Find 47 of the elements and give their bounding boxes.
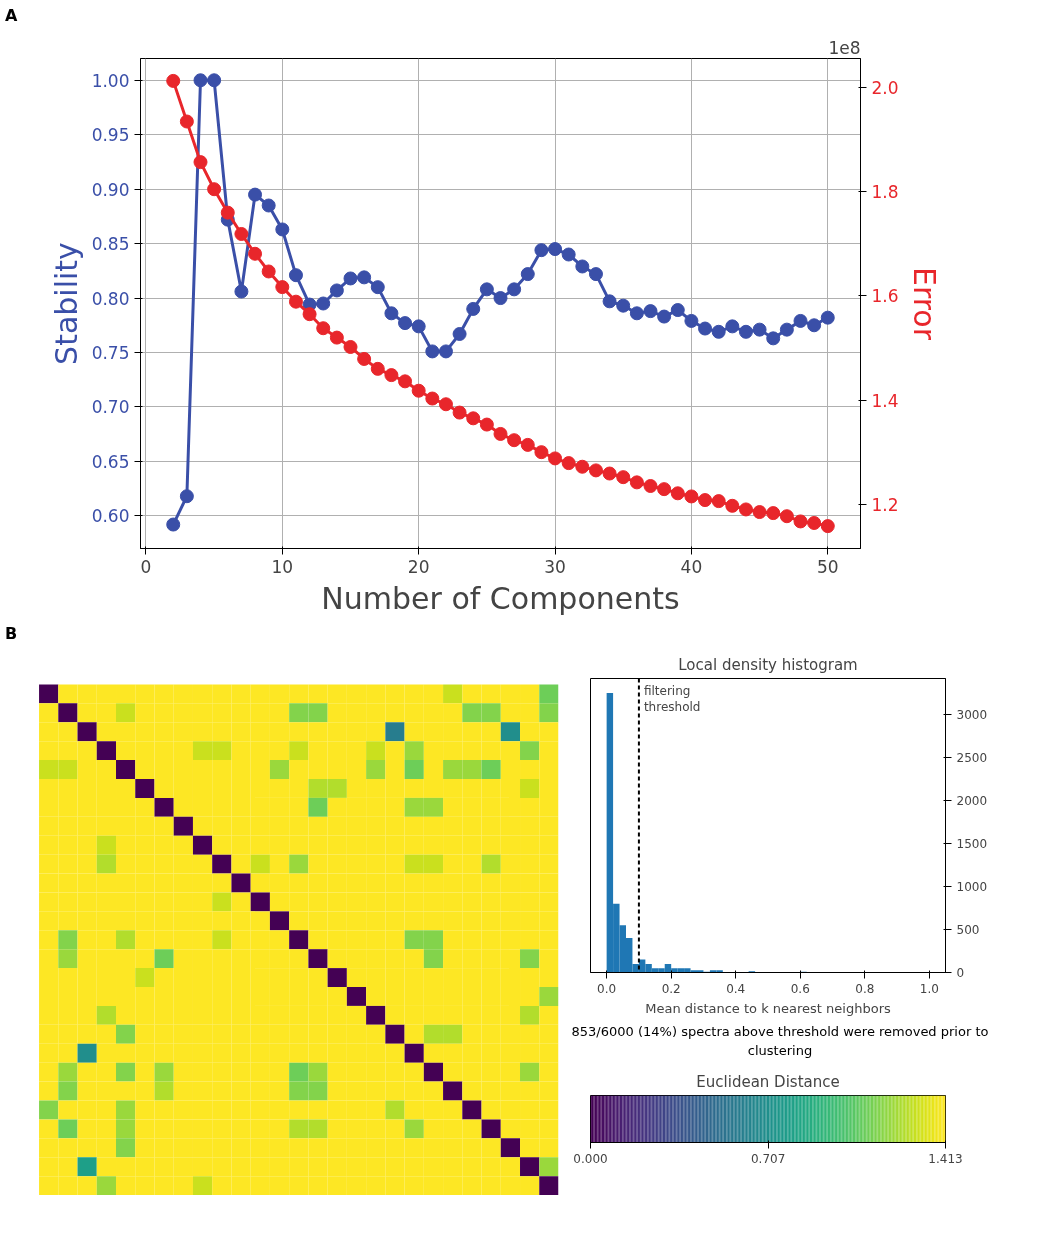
color-bar-title: Euclidean Distance xyxy=(696,1072,840,1091)
x-tick-label: 30 xyxy=(544,556,566,577)
color-bar-label: 0.000 xyxy=(573,1151,608,1166)
text: A xyxy=(5,5,18,27)
y-tick-label: 0.90 xyxy=(91,179,130,200)
y-tick-label: 0.95 xyxy=(91,125,130,146)
y-tick-label: 3000 xyxy=(956,708,988,723)
text: 853/6000 (14%) spectra above threshold were removed prior to clustering xyxy=(570,1023,990,1060)
y-tick-label: 0.60 xyxy=(91,506,130,527)
y-tick-label: 2500 xyxy=(956,751,988,766)
x-tick-label: 0.4 xyxy=(726,981,746,996)
color-bar-label: 0.707 xyxy=(750,1151,786,1166)
x-tick-label: 0.8 xyxy=(855,981,875,996)
y2-tick-label: 1.4 xyxy=(871,390,899,411)
y-tick-label: 1500 xyxy=(956,837,988,852)
y-tick-label: 0.85 xyxy=(91,234,130,255)
y-axis-title: Stability xyxy=(48,242,84,365)
y2-tick-label: 1.8 xyxy=(871,182,899,203)
text: 1e8 xyxy=(828,37,861,58)
x-tick-label: 50 xyxy=(816,556,839,577)
x-axis-title: Mean distance to k nearest neighbors xyxy=(645,1000,891,1016)
y-tick-label: 2000 xyxy=(956,794,988,809)
x-tick-label: 0 xyxy=(140,556,152,577)
text: B xyxy=(5,623,18,645)
y-tick-label: 0.70 xyxy=(91,397,130,418)
y2-tick-label: 1.6 xyxy=(871,286,899,307)
chart-title: Local density histogram xyxy=(678,655,858,674)
y2-tick-label: 2.0 xyxy=(871,78,899,99)
y-tick-label: 0.80 xyxy=(91,288,130,309)
x-tick-label: 40 xyxy=(680,556,703,577)
y-tick-label: 0 xyxy=(956,966,965,980)
y-tick-label: 0.75 xyxy=(91,343,130,363)
x-tick-label: 20 xyxy=(407,556,430,577)
y-tick-label: 500 xyxy=(956,923,980,938)
y2-axis-title: Error xyxy=(906,266,942,341)
y-tick-label: 1.00 xyxy=(91,70,130,91)
ref-line-label: filtering threshold xyxy=(643,683,701,715)
x-tick-label: 1.0 xyxy=(919,981,939,996)
color-bar-label: 1.413 xyxy=(928,1151,963,1166)
y-tick-label: 1000 xyxy=(956,880,988,895)
x-tick-label: 0.0 xyxy=(597,981,617,996)
x-tick-label: 0.2 xyxy=(661,981,681,996)
x-tick-label: 0.6 xyxy=(790,981,810,996)
x-tick-label: 10 xyxy=(271,556,294,577)
y-tick-label: 0.65 xyxy=(91,451,130,472)
y2-tick-label: 1.2 xyxy=(871,494,899,515)
x-axis-title: Number of Components xyxy=(321,580,680,616)
